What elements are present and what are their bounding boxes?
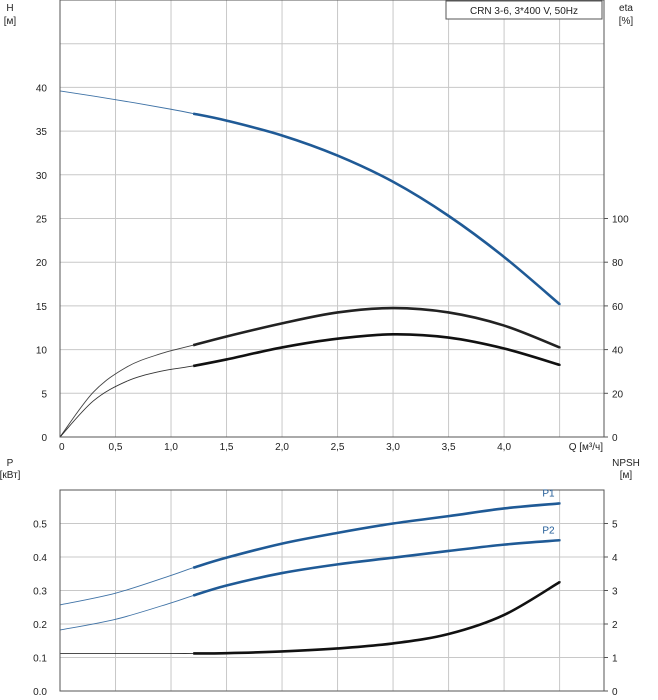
y-left-tick-label: 0.1: [33, 654, 47, 665]
y-left-axis-title: H: [6, 3, 13, 14]
series-2-operating-line: [193, 581, 561, 655]
x-tick-label: 3,5: [442, 442, 456, 453]
x-tick-label: 2,5: [331, 442, 345, 453]
series-1-operating-line: [192, 306, 561, 349]
bottom-series-lines: [59, 502, 561, 655]
top-grid: [59, 0, 604, 438]
top-axis-titles: H [м] eta [%] Q [м³/ч]: [4, 3, 634, 453]
legend-box: [445, 0, 603, 20]
y-right-tick-label: 40: [612, 346, 624, 357]
y-left-tick-label: 0: [41, 433, 47, 444]
legend-text: CRN 3-6, 3*400 V, 50Hz: [470, 6, 578, 17]
y-left-tick-label: 35: [36, 127, 48, 138]
bottom-series-labels: P1 P2: [542, 488, 555, 536]
y-left-tick-label: 0.3: [33, 587, 47, 598]
y-right-tick-label: 3: [612, 587, 618, 598]
series-label-p1: P1: [542, 488, 555, 499]
y-left-tick-label: 30: [36, 171, 48, 182]
y-right-axis-unit: [м]: [620, 470, 633, 481]
x-tick-label: 3,0: [386, 442, 400, 453]
y-right-tick-label: 2: [612, 620, 618, 631]
x-tick-label: 1,0: [164, 442, 178, 453]
series-label-p2: P2: [542, 525, 555, 536]
top-legend: CRN 3-6, 3*400 V, 50Hz: [445, 0, 603, 20]
bottom-grid: [59, 490, 604, 692]
y-left-tick-label: 0.5: [33, 520, 47, 531]
y-left-tick-label: 15: [36, 302, 48, 313]
series-2-thin-line: [60, 581, 560, 654]
y-right-axis-title: NPSH: [612, 458, 640, 469]
y-right-axis-title: eta: [619, 3, 633, 14]
y-right-tick-label: 4: [612, 553, 618, 564]
x-tick-label: 1,5: [220, 442, 234, 453]
y-left-tick-label: 40: [36, 83, 48, 94]
top-tick-labels: 0 0,5 1,0 1,5 2,0 2,5 3,0 3,5 4,0 0 5 10 15 20 25 30 35 4…: [36, 83, 629, 453]
y-left-tick-label: 0.0: [33, 687, 47, 698]
series-0-operating-line: [192, 112, 561, 306]
series-2-operating-line: [192, 332, 560, 368]
y-right-tick-label: 0: [612, 687, 618, 698]
x-tick-label: 4,0: [497, 442, 511, 453]
series-1-thin-line: [59, 539, 560, 631]
bottom-tick-labels: 0.0 0.1 0.2 0.3 0.4 0.5 0 1 2 3 4 5: [33, 520, 618, 699]
y-left-tick-label: 0.2: [33, 620, 47, 631]
y-right-tick-label: 5: [612, 520, 618, 531]
x-tick-label: 2,0: [275, 442, 289, 453]
y-left-axis-title: P: [7, 458, 14, 469]
series-0-operating-line: [192, 502, 560, 569]
series-1-operating-line: [192, 538, 560, 597]
y-left-tick-label: 0.4: [33, 553, 47, 564]
x-tick-label: 0: [59, 442, 65, 453]
series-1-thin-line: [59, 307, 560, 438]
y-left-tick-label: 10: [36, 346, 48, 357]
y-right-tick-label: 100: [612, 215, 629, 226]
top-series-lines: [59, 90, 561, 438]
y-right-tick-label: 1: [612, 654, 618, 665]
y-left-tick-label: 20: [36, 258, 48, 269]
y-left-tick-label: 5: [41, 389, 47, 400]
series-0-thin-line: [59, 90, 560, 305]
y-right-tick-label: 80: [612, 258, 624, 269]
y-left-tick-label: 25: [36, 215, 48, 226]
head-efficiency-chart: 0 0,5 1,0 1,5 2,0 2,5 3,0 3,5 4,0 0 5 10 15 20 25 30 35 4…: [4, 0, 634, 453]
x-axis-title: Q [м³/ч]: [569, 442, 604, 453]
series-0-thin-line: [59, 502, 560, 606]
bottom-axis-titles: P[кВт] NPSH[м]: [0, 458, 640, 481]
y-right-axis-unit: [%]: [619, 16, 634, 27]
power-npsh-chart: 0.0 0.1 0.2 0.3 0.4 0.5 0 1 2 3 4 5 P[кВт] NPSH[м] P…: [0, 458, 640, 698]
y-right-tick-label: 60: [612, 302, 624, 313]
y-right-tick-label: 20: [612, 389, 624, 400]
y-right-tick-label: 0: [612, 433, 618, 444]
x-tick-label: 0,5: [109, 442, 123, 453]
y-left-axis-unit: [кВт]: [0, 470, 21, 481]
y-left-axis-unit: [м]: [4, 16, 17, 27]
